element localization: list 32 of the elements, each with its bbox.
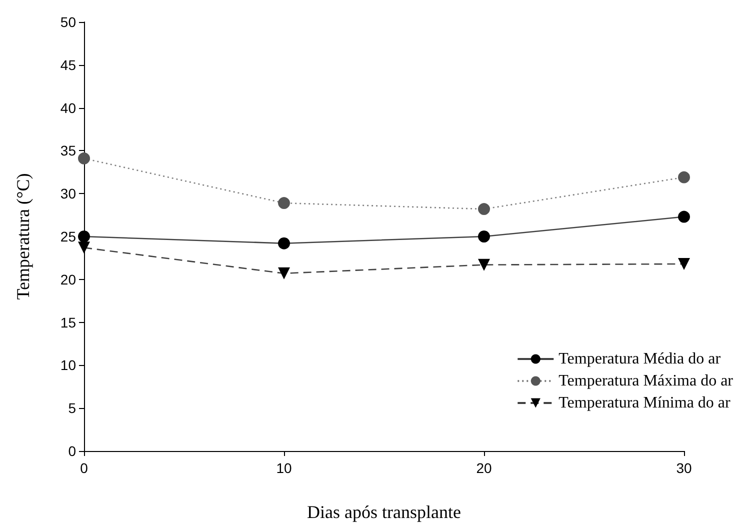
y-tick-label: 10 xyxy=(60,357,76,374)
point xyxy=(478,258,490,271)
point xyxy=(478,230,490,242)
y-tick-label: 15 xyxy=(60,314,76,330)
y-tick-label: 0 xyxy=(68,443,76,459)
point xyxy=(78,152,90,164)
point xyxy=(678,210,690,223)
y-tick-label: 5 xyxy=(68,400,76,416)
point xyxy=(278,237,290,250)
point xyxy=(678,258,690,270)
y-tick-label: 40 xyxy=(60,100,76,116)
x-tick-label: 20 xyxy=(476,460,492,476)
x-axis-title: Dias após transplante xyxy=(307,502,461,522)
point xyxy=(478,203,490,216)
y-axis-title: Temperatura (°C) xyxy=(13,173,33,300)
legend-label: Temperatura Média do ar xyxy=(558,350,722,368)
y-tick-label: 20 xyxy=(60,271,76,288)
y-tick-label: 35 xyxy=(60,142,76,159)
y-tick-label: 30 xyxy=(60,186,76,202)
point xyxy=(278,267,290,280)
point xyxy=(278,197,290,210)
y-tick-label: 45 xyxy=(60,56,76,73)
point xyxy=(78,242,90,254)
legend-label: Temperatura Mínima do ar xyxy=(558,394,732,412)
x-tick-label: 0 xyxy=(80,460,88,476)
point xyxy=(78,230,90,242)
x-tick-label: 30 xyxy=(676,460,692,476)
y-tick-label: 50 xyxy=(60,14,76,30)
point xyxy=(678,171,690,184)
x-tick-label: 10 xyxy=(276,460,292,476)
y-tick-label: 25 xyxy=(60,228,76,244)
legend-label: Temperatura Máxima do ar xyxy=(558,372,734,390)
